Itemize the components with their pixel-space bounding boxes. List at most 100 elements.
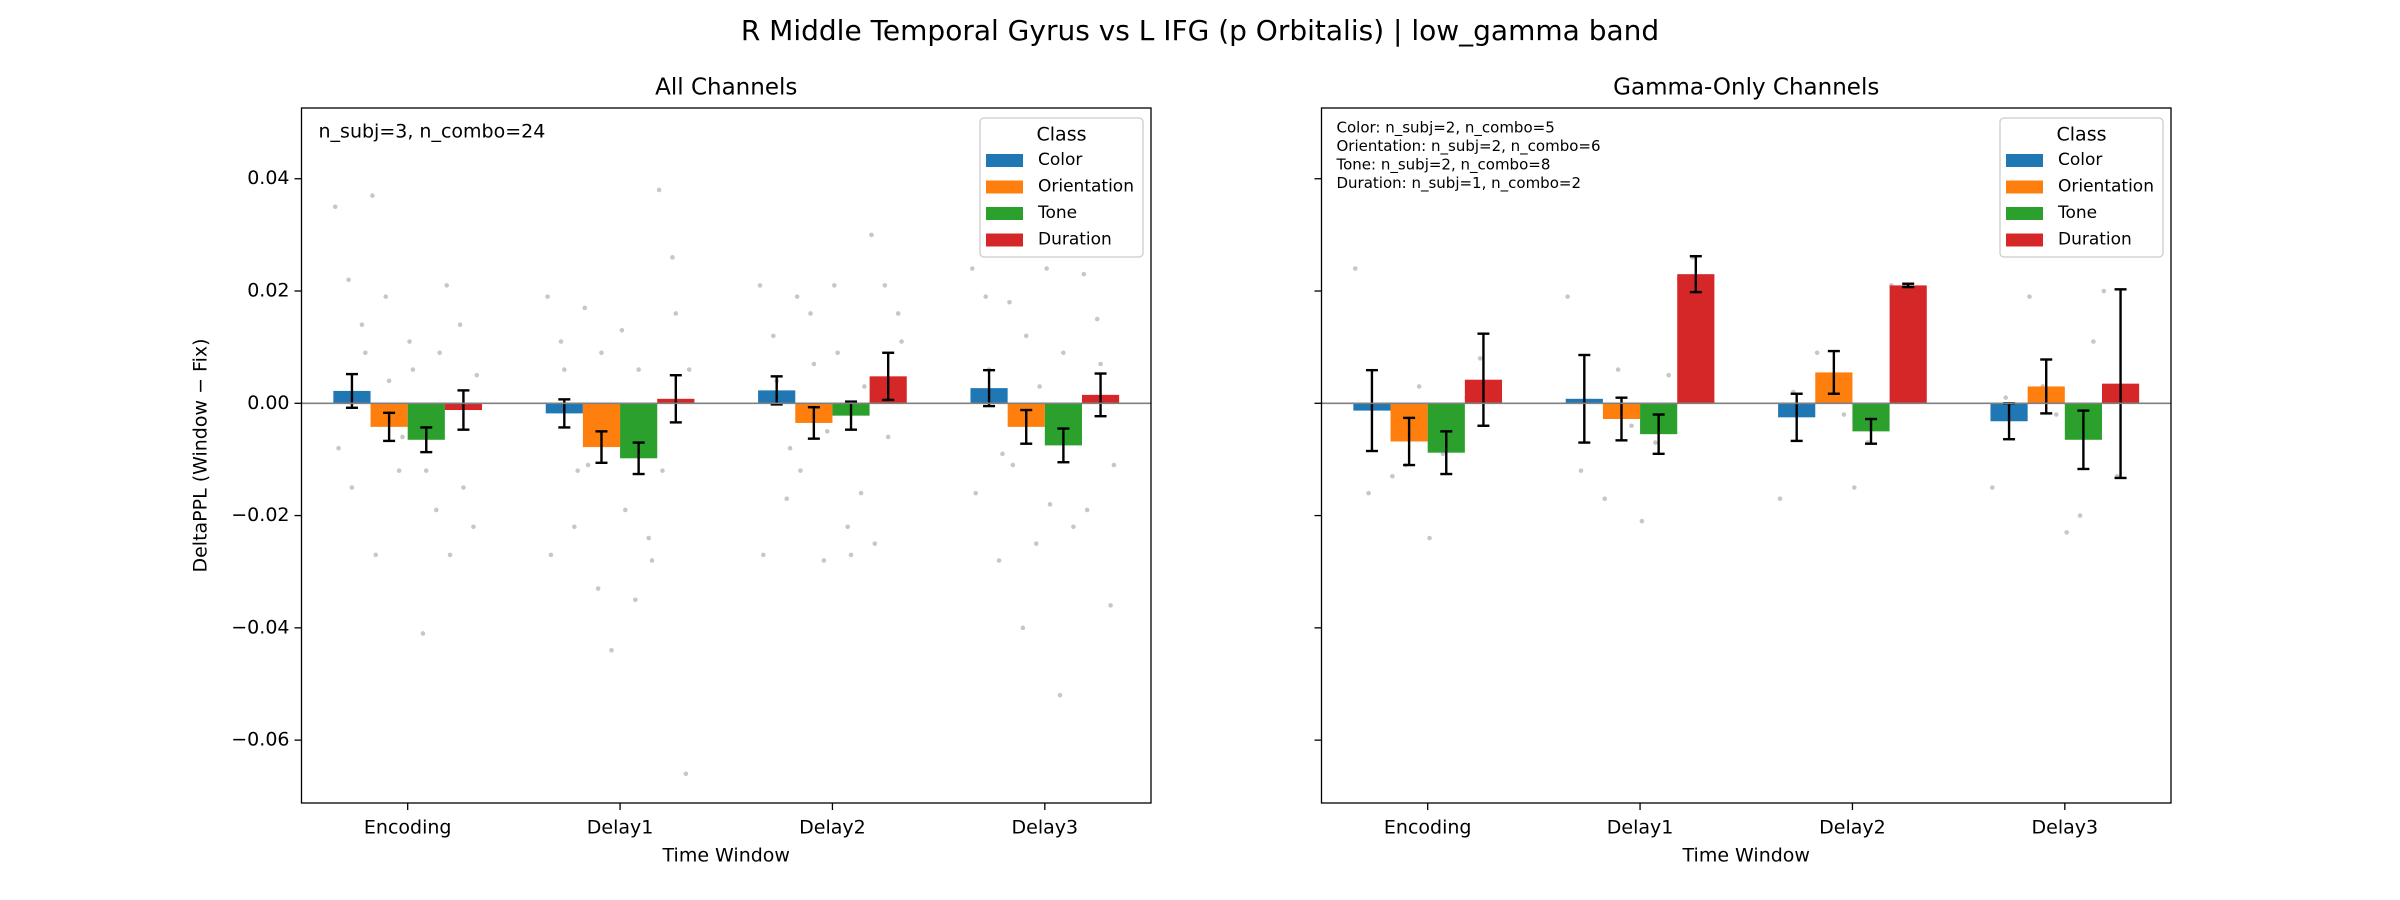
data-point bbox=[1602, 496, 1608, 502]
error-bar bbox=[1689, 255, 1702, 294]
legend-label: Orientation bbox=[1038, 177, 1134, 197]
data-point bbox=[1990, 485, 1995, 490]
data-point bbox=[359, 322, 365, 327]
data-point bbox=[811, 361, 817, 367]
data-point bbox=[858, 490, 864, 496]
data-point bbox=[396, 468, 402, 473]
data-point bbox=[434, 507, 439, 513]
error-bar bbox=[983, 368, 996, 408]
data-point bbox=[683, 771, 689, 777]
data-point bbox=[771, 333, 776, 339]
bar bbox=[1889, 285, 1927, 404]
error-bar bbox=[1865, 417, 1878, 445]
error-bar bbox=[2114, 288, 2127, 480]
legend-swatch bbox=[2006, 233, 2043, 247]
data-point bbox=[575, 468, 580, 473]
error-bar bbox=[807, 406, 820, 440]
legend-swatch bbox=[986, 180, 1023, 194]
data-point bbox=[848, 552, 854, 558]
data-point bbox=[386, 378, 392, 384]
legend-label: Duration bbox=[1038, 230, 1112, 250]
data-point bbox=[407, 339, 412, 344]
error-bar bbox=[2040, 358, 2053, 415]
data-point bbox=[869, 232, 874, 238]
data-point bbox=[2077, 513, 2083, 518]
y-tick-label: −0.04 bbox=[231, 616, 289, 638]
data-point bbox=[622, 507, 628, 513]
legend-label: Color bbox=[2058, 150, 2102, 170]
axes-frame bbox=[1320, 107, 2172, 804]
data-point bbox=[373, 552, 379, 558]
data-point bbox=[548, 552, 554, 558]
legend-swatch bbox=[986, 154, 1023, 167]
legend-label: Tone bbox=[2057, 203, 2097, 223]
data-point bbox=[1427, 535, 1432, 541]
error-bar bbox=[1440, 430, 1453, 476]
data-point bbox=[845, 524, 850, 530]
data-point bbox=[1023, 333, 1029, 339]
annotation: Tone: n_subj=2, n_combo=8 bbox=[1336, 156, 1551, 175]
data-point bbox=[457, 322, 463, 327]
error-bar bbox=[1020, 408, 1033, 445]
error-bar bbox=[1827, 349, 1840, 395]
error-bar bbox=[383, 411, 396, 443]
error-bar bbox=[1094, 372, 1107, 418]
data-point bbox=[2003, 395, 2009, 400]
data-point bbox=[1071, 524, 1076, 530]
subplot-title: All Channels bbox=[655, 75, 797, 101]
data-point bbox=[447, 552, 453, 558]
axes-frame bbox=[300, 107, 1152, 804]
x-tick-label: Encoding bbox=[1384, 817, 1472, 839]
data-point bbox=[599, 350, 604, 356]
data-point bbox=[420, 631, 426, 636]
data-point bbox=[1851, 485, 1857, 490]
x-axis-label: Time Window bbox=[662, 845, 790, 867]
data-point bbox=[572, 524, 577, 530]
error-bar bbox=[1365, 368, 1378, 453]
data-point bbox=[558, 339, 564, 344]
y-tick-label: −0.06 bbox=[231, 729, 289, 751]
data-point bbox=[899, 339, 904, 344]
data-point bbox=[582, 305, 588, 311]
data-point bbox=[784, 496, 790, 502]
data-point bbox=[1061, 350, 1066, 356]
data-point bbox=[821, 558, 827, 563]
data-point bbox=[444, 283, 450, 288]
data-point bbox=[787, 445, 793, 451]
error-bar bbox=[457, 389, 470, 431]
data-point bbox=[1000, 451, 1005, 457]
data-point bbox=[649, 558, 655, 563]
data-point bbox=[1084, 507, 1090, 513]
data-point bbox=[1653, 440, 1658, 445]
data-point bbox=[895, 311, 901, 316]
data-point bbox=[2027, 294, 2032, 299]
error-bar bbox=[669, 374, 682, 424]
data-point bbox=[370, 193, 375, 198]
data-point bbox=[798, 468, 803, 473]
x-tick-label: Delay2 bbox=[1819, 817, 1886, 839]
x-tick-label: Delay1 bbox=[587, 817, 654, 839]
data-point bbox=[1037, 384, 1042, 389]
legend-swatch bbox=[2006, 154, 2043, 167]
data-point bbox=[400, 434, 405, 440]
data-point bbox=[474, 372, 480, 378]
data-point bbox=[2101, 288, 2107, 294]
data-point bbox=[1033, 541, 1039, 546]
data-point bbox=[1057, 692, 1063, 698]
legend-frame bbox=[1999, 117, 2164, 258]
y-tick-label: −0.02 bbox=[231, 504, 289, 526]
data-point bbox=[1044, 266, 1049, 271]
data-point bbox=[383, 294, 389, 299]
data-point bbox=[1081, 271, 1087, 277]
data-point bbox=[2064, 530, 2069, 535]
data-point bbox=[794, 294, 800, 299]
legend: Class Color Orientation Tone Duration bbox=[979, 117, 1144, 258]
data-point bbox=[646, 535, 651, 541]
x-axis-label: Time Window bbox=[1682, 845, 1810, 867]
data-point bbox=[970, 266, 975, 271]
error-bar bbox=[1615, 396, 1628, 442]
x-tick-label: Encoding bbox=[364, 817, 452, 839]
bar bbox=[1677, 274, 1715, 404]
